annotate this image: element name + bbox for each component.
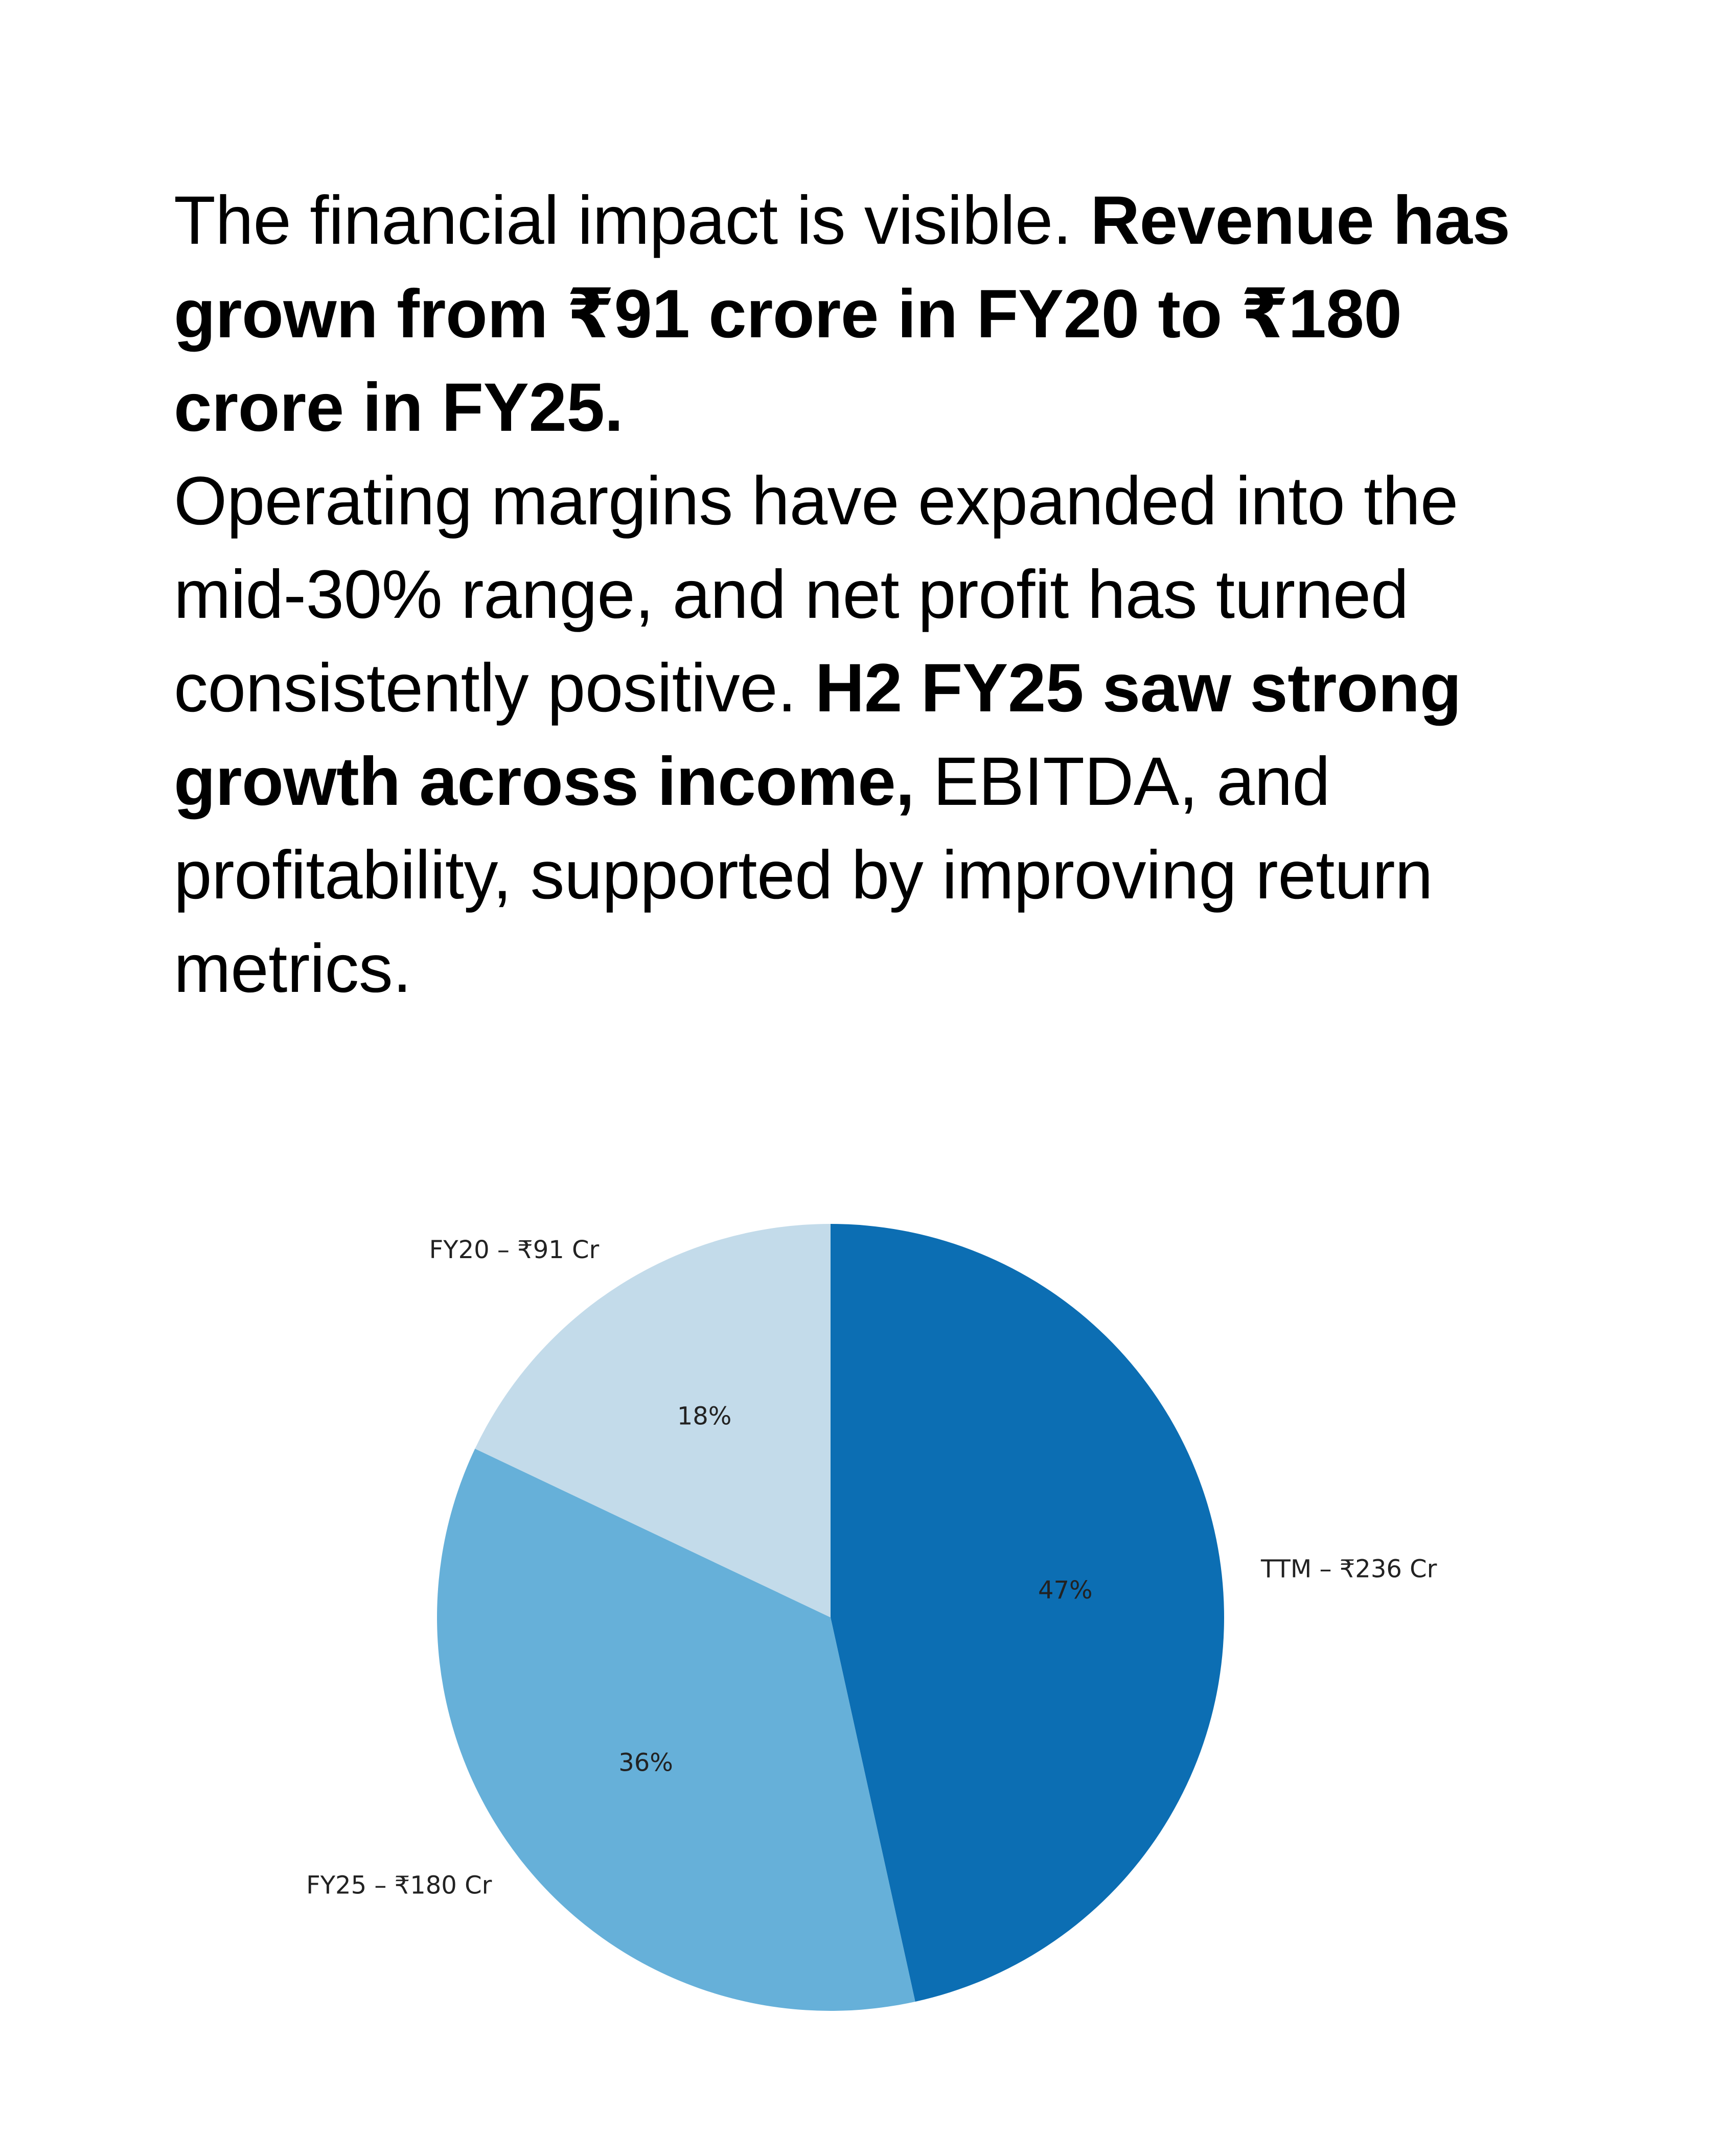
revenue-highlight: Revenue has grown from ₹91 crore in FY20…	[174, 182, 1510, 446]
pie-slice-2	[475, 1224, 831, 1617]
revenue-pie-chart: 47% TTM – ₹236 Cr 36% FY25 – ₹180 Cr 18% FY20…	[306, 1224, 1437, 2011]
pie-category-label-1: FY25 – ₹180 Cr	[306, 1871, 492, 1900]
h2-growth-highlight: H2 FY25 saw strong growth across income,	[174, 650, 1462, 820]
pie-category-label-2: FY20 – ₹91 Cr	[429, 1236, 600, 1264]
pie-labels: 47% TTM – ₹236 Cr 36% FY25 – ₹180 Cr 18% FY20…	[306, 1236, 1437, 1899]
pie-pct-label-0: 47%	[1038, 1576, 1093, 1605]
pie-slices	[437, 1224, 1224, 2011]
profitability-text: EBITDA, and profitability, supported by …	[174, 744, 1433, 1007]
pie-pct-label-2: 18%	[677, 1402, 732, 1431]
pie-category-label-0: TTM – ₹236 Cr	[1260, 1555, 1437, 1583]
pie-slice-0	[831, 1224, 1224, 2002]
pie-pct-label-1: 36%	[618, 1749, 673, 1777]
paragraph-revenue: The financial impact is visible. Revenue…	[174, 174, 1564, 454]
revenue-intro: The financial impact is visible.	[174, 182, 1091, 259]
paragraph-margins: Operating margins have expanded into the…	[174, 454, 1564, 1015]
pie-slice-1	[437, 1448, 915, 2011]
margins-text: Operating margins have expanded into the…	[174, 463, 1458, 726]
body-text: The financial impact is visible. Revenue…	[174, 174, 1564, 1015]
